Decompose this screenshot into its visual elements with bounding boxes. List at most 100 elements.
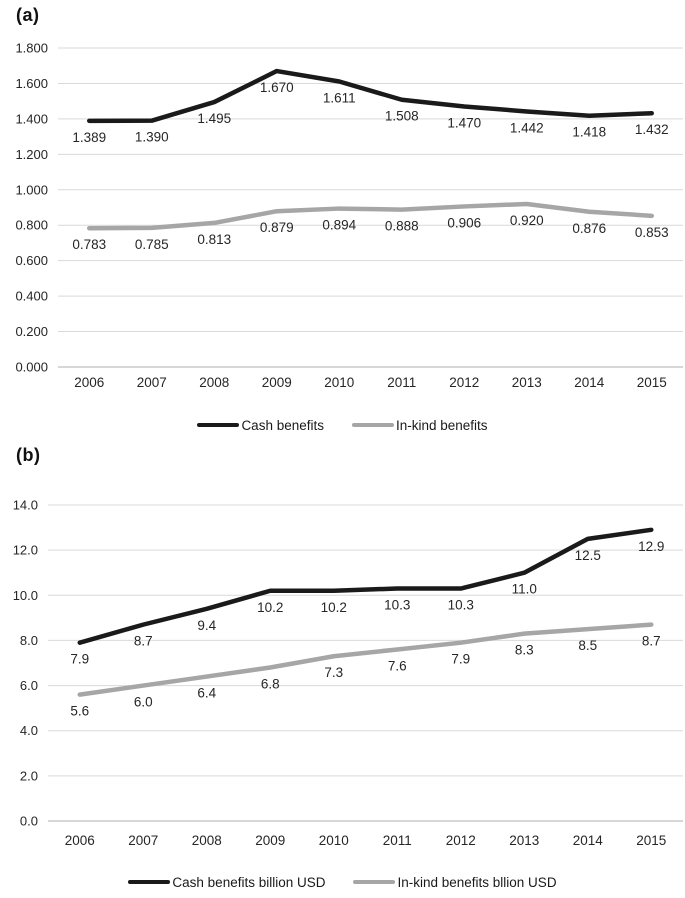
x-tick-label: 2010 [319, 833, 349, 848]
data-label: 7.3 [324, 665, 343, 680]
data-label: 1.390 [135, 130, 169, 145]
y-tick-label: 0.800 [15, 218, 48, 233]
data-label: 8.7 [642, 634, 661, 649]
data-label: 0.783 [72, 237, 106, 252]
data-label: 1.508 [385, 109, 419, 124]
panel-b-line-chart: 0.0 2.0 4.0 6.0 8.0 10.0 12.0 14.0 2006 2007 2008 2… [13, 498, 683, 848]
legend-line-swatch [353, 879, 396, 885]
data-label: 10.3 [384, 598, 410, 613]
y-tick-label: 2.0 [20, 768, 38, 783]
x-tick-label: 2015 [636, 833, 666, 848]
y-tick-label: 12.0 [13, 543, 38, 558]
series-line [77, 527, 654, 645]
data-label: 1.470 [447, 115, 481, 130]
legend-item: In-kind benefits bllion USD [353, 874, 557, 890]
legend-label: Cash benefits billion USD [172, 874, 326, 890]
x-tick-label: 2011 [383, 833, 412, 848]
series-line [87, 201, 654, 231]
data-label: 11.0 [512, 582, 537, 597]
x-tick-label: 2013 [512, 375, 542, 390]
data-label: 6.4 [197, 686, 216, 701]
y-tick-label: 4.0 [20, 723, 38, 738]
panel-a-legend: Cash benefits In-kind benefits [0, 412, 685, 438]
x-tick-label: 2014 [574, 375, 605, 390]
data-label: 5.6 [70, 704, 89, 719]
data-label: 12.9 [638, 539, 664, 554]
data-label: 1.670 [260, 80, 294, 95]
panel-b-label: (b) [16, 445, 41, 465]
data-label: 1.495 [197, 111, 231, 126]
data-label: 10.2 [257, 600, 283, 615]
x-tick-label: 2009 [255, 833, 285, 848]
y-tick-label: 1.600 [15, 76, 48, 91]
y-tick-label: 8.0 [20, 633, 38, 648]
legend-item: Cash benefits [197, 418, 324, 433]
data-label: 0.876 [572, 221, 606, 236]
y-tick-label: 6.0 [20, 678, 38, 693]
legend-line-swatch [128, 879, 171, 885]
x-tick-label: 2014 [573, 833, 604, 848]
data-label: 1.432 [635, 122, 669, 137]
y-tick-label: 1.400 [15, 111, 48, 126]
x-tick-label: 2008 [192, 833, 222, 848]
data-label: 0.813 [197, 232, 231, 247]
data-label: 9.4 [197, 618, 216, 633]
data-label: 8.5 [578, 638, 597, 653]
legend-label: In-kind benefits [396, 417, 488, 433]
y-tick-label: 0.000 [15, 360, 48, 375]
data-label: 0.920 [510, 213, 544, 228]
x-tick-label: 2006 [65, 833, 95, 848]
data-label: 7.9 [70, 652, 89, 667]
y-tick-label: 10.0 [13, 588, 38, 603]
x-tick-label: 2010 [324, 375, 354, 390]
x-tick-label: 2009 [262, 375, 292, 390]
y-tick-label: 1.200 [15, 147, 48, 162]
y-tick-label: 1.800 [15, 41, 48, 56]
series-line [77, 622, 654, 697]
x-tick-label: 2008 [199, 375, 229, 390]
data-label: 7.9 [451, 652, 470, 667]
data-label: 8.3 [515, 643, 534, 658]
data-label: 1.418 [572, 125, 606, 140]
legend-line-swatch [352, 422, 394, 428]
data-label: 0.888 [385, 219, 419, 234]
data-label: 1.442 [510, 120, 544, 135]
y-tick-label: 0.600 [15, 253, 48, 268]
x-tick-label: 2011 [387, 375, 416, 390]
x-tick-label: 2007 [137, 375, 167, 390]
x-tick-label: 2012 [449, 375, 479, 390]
series-line [87, 68, 654, 124]
data-label: 10.2 [321, 600, 347, 615]
legend-label: Cash benefits [241, 417, 324, 433]
panel-b-legend: Cash benefits billion USD In-kind benefit… [0, 869, 685, 895]
data-label: 1.389 [72, 130, 106, 145]
y-tick-label: 0.0 [20, 814, 38, 829]
y-tick-label: 14.0 [13, 498, 38, 513]
x-tick-label: 2006 [74, 375, 104, 390]
x-tick-label: 2015 [637, 375, 667, 390]
x-tick-label: 2013 [509, 833, 539, 848]
y-tick-label: 0.400 [15, 289, 48, 304]
data-label: 8.7 [134, 634, 153, 649]
data-label: 0.894 [322, 218, 356, 233]
x-tick-label: 2012 [446, 833, 476, 848]
y-tick-label: 0.200 [15, 324, 48, 339]
panel-a-label: (a) [16, 5, 40, 25]
data-label: 6.8 [261, 677, 280, 692]
legend-line-swatch [197, 422, 240, 428]
data-label: 0.785 [135, 237, 169, 252]
y-tick-label: 1.000 [15, 182, 48, 197]
x-tick-label: 2007 [128, 833, 158, 848]
data-label: 1.611 [323, 90, 356, 105]
data-label: 0.906 [447, 215, 481, 230]
legend-item: Cash benefits billion USD [128, 875, 325, 890]
legend-item: In-kind benefits [352, 418, 488, 433]
data-label: 0.879 [260, 220, 294, 235]
data-label: 6.0 [134, 695, 153, 710]
data-label: 10.3 [448, 598, 474, 613]
data-label: 12.5 [575, 548, 601, 563]
legend-label: In-kind benefits bllion USD [397, 874, 557, 890]
data-label: 0.853 [635, 225, 669, 240]
data-label: 7.6 [388, 658, 407, 673]
